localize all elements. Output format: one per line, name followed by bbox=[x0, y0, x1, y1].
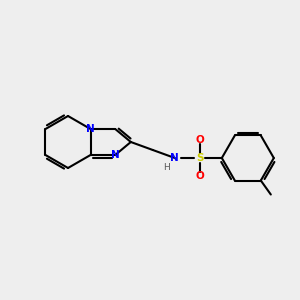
Text: H: H bbox=[164, 163, 170, 172]
Text: N: N bbox=[86, 124, 95, 134]
Text: N: N bbox=[111, 150, 120, 160]
Text: N: N bbox=[170, 153, 179, 163]
Text: O: O bbox=[195, 135, 204, 145]
Text: S: S bbox=[196, 153, 204, 163]
Text: O: O bbox=[195, 171, 204, 181]
